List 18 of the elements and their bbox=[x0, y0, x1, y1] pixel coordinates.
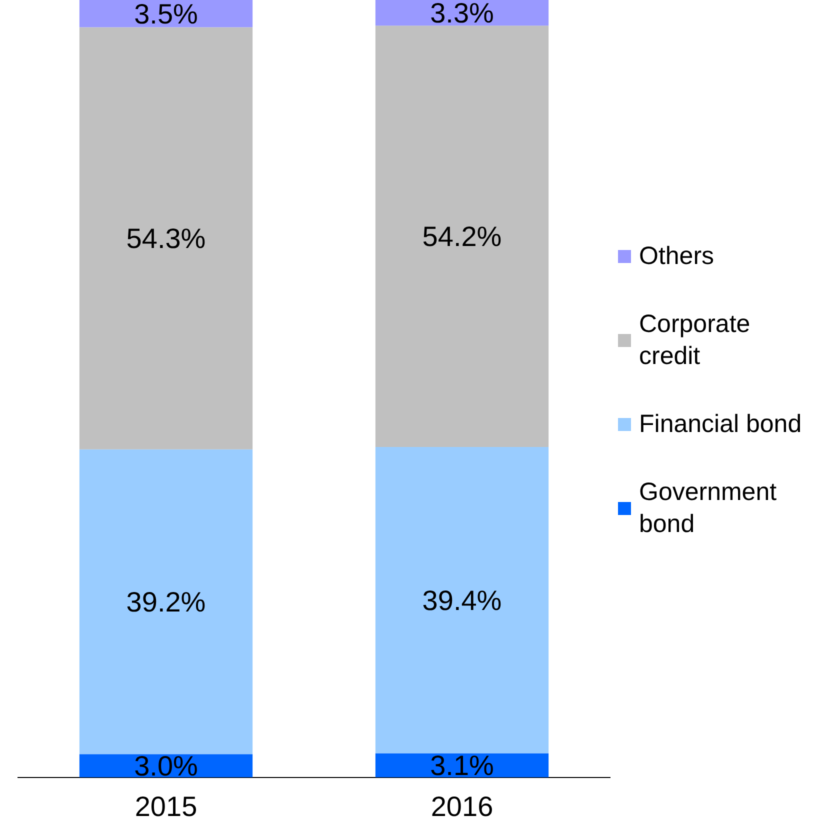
x-tick-label: 2016 bbox=[430, 790, 494, 822]
data-label: 3.3% bbox=[430, 0, 494, 29]
data-label: 54.3% bbox=[126, 222, 206, 254]
data-label: 39.4% bbox=[422, 584, 502, 616]
legend-label: Others bbox=[639, 241, 714, 272]
data-label: 54.2% bbox=[422, 221, 502, 252]
bar bbox=[79, 449, 253, 754]
data-label: 39.2% bbox=[126, 586, 206, 618]
bar bbox=[79, 27, 253, 450]
data-label: 3.5% bbox=[134, 0, 198, 30]
data-label: 3.1% bbox=[430, 750, 494, 782]
bar bbox=[375, 26, 549, 448]
legend-label: Corporate credit bbox=[639, 309, 752, 372]
legend-label: Government bond bbox=[639, 477, 778, 540]
x-tick-label: 2015 bbox=[134, 790, 198, 822]
legend-label: Financial bond bbox=[639, 409, 802, 440]
data-label: 3.0% bbox=[134, 750, 198, 782]
bar bbox=[375, 447, 549, 754]
